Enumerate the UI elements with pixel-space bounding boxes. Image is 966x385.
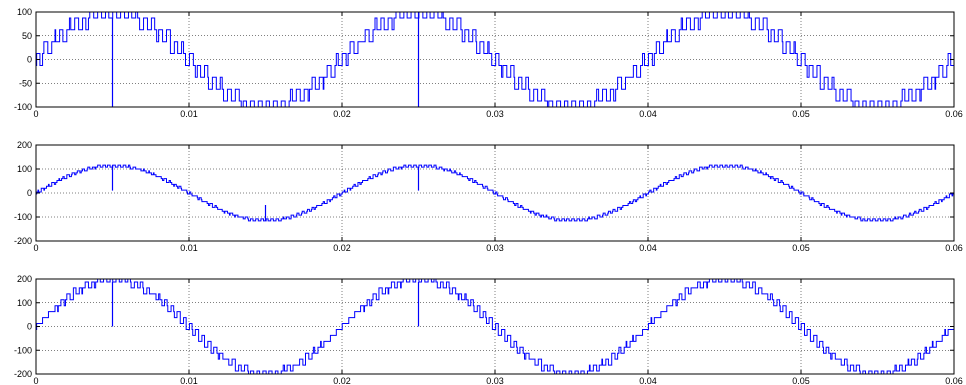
x-tick-label: 0.05 (792, 109, 810, 119)
y-tick-label: 100 (17, 7, 32, 17)
x-tick-label: 0.04 (639, 243, 657, 253)
series-line-1 (36, 164, 954, 222)
x-tick-label: 0.06 (945, 376, 963, 385)
y-tick-label: 200 (17, 274, 32, 284)
x-tick-label: 0.04 (639, 109, 657, 119)
x-tick-label: 0.06 (945, 243, 963, 253)
series-line-1 (36, 11, 954, 108)
x-tick-label: 0 (33, 376, 38, 385)
x-tick-label: 0.03 (486, 243, 504, 253)
y-tick-label: -100 (14, 212, 32, 222)
x-tick-label: 0.03 (486, 376, 504, 385)
y-tick-label: 100 (17, 164, 32, 174)
x-tick-label: 0.01 (180, 376, 198, 385)
y-tick-label: 200 (17, 140, 32, 150)
x-tick-label: 0 (33, 243, 38, 253)
x-tick-label: 0.05 (792, 376, 810, 385)
x-tick-label: 0.01 (180, 109, 198, 119)
y-tick-label: -100 (14, 102, 32, 112)
x-tick-label: 0.02 (333, 109, 351, 119)
y-tick-label: -200 (14, 369, 32, 379)
x-tick-label: 0.06 (945, 109, 963, 119)
x-tick-label: 0 (33, 109, 38, 119)
x-tick-label: 0.04 (639, 376, 657, 385)
plot-panel-1: 0 0.01 0.02 0.03 0.04 0.05 0.06 -100 -50 0 50 100 (14, 7, 963, 119)
x-tick-label: 0.02 (333, 243, 351, 253)
series-line-1 (36, 278, 954, 375)
x-tick-label: 0.03 (486, 109, 504, 119)
y-tick-label: 100 (17, 298, 32, 308)
x-tick-label: 0.02 (333, 376, 351, 385)
y-tick-label: 0 (27, 322, 32, 332)
y-tick-label: 50 (22, 31, 32, 41)
plot-panel-2: 0 0.01 0.02 0.03 0.04 0.05 0.06 -200 -100 0 100 200 (14, 140, 963, 253)
y-tick-label: -200 (14, 236, 32, 246)
plot-panel-3: 0 0.01 0.02 0.03 0.04 0.05 0.06 -200 -100 0 100 200 (14, 274, 963, 385)
x-tick-label: 0.05 (792, 243, 810, 253)
y-tick-label: 0 (27, 188, 32, 198)
y-tick-label: 0 (27, 55, 32, 65)
y-tick-label: -50 (19, 78, 32, 88)
y-tick-label: -100 (14, 345, 32, 355)
x-tick-label: 0.01 (180, 243, 198, 253)
